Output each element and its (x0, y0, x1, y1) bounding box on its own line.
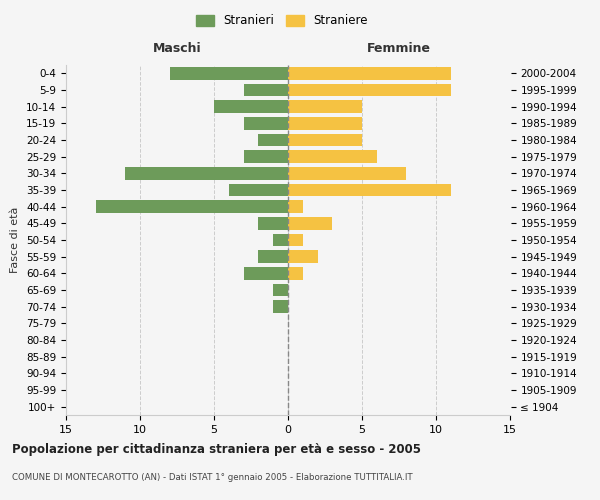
Bar (288, 167, 406, 179)
Bar (244, 267, 288, 280)
Bar (288, 200, 303, 213)
Bar (273, 300, 288, 313)
Bar (288, 84, 451, 96)
Y-axis label: Fasce di età: Fasce di età (10, 207, 20, 273)
Bar (214, 100, 288, 113)
Bar (288, 134, 362, 146)
Bar (170, 67, 288, 80)
Bar (288, 67, 451, 80)
Bar (288, 267, 303, 280)
Bar (273, 284, 288, 296)
Bar (288, 150, 377, 163)
Bar (125, 167, 288, 179)
Bar (288, 217, 332, 230)
Bar (288, 100, 362, 113)
Text: Femmine: Femmine (367, 42, 431, 55)
Bar (273, 234, 288, 246)
Bar (95, 200, 288, 213)
Bar (244, 117, 288, 130)
Text: COMUNE DI MONTECAROTTO (AN) - Dati ISTAT 1° gennaio 2005 - Elaborazione TUTTITAL: COMUNE DI MONTECAROTTO (AN) - Dati ISTAT… (12, 472, 413, 482)
Text: Maschi: Maschi (152, 42, 202, 55)
Bar (259, 134, 288, 146)
Bar (259, 250, 288, 263)
Bar (288, 250, 317, 263)
Legend: Stranieri, Straniere: Stranieri, Straniere (193, 11, 371, 31)
Bar (229, 184, 288, 196)
Bar (244, 150, 288, 163)
Bar (244, 84, 288, 96)
Text: Popolazione per cittadinanza straniera per età e sesso - 2005: Popolazione per cittadinanza straniera p… (12, 442, 421, 456)
Bar (288, 184, 451, 196)
Bar (288, 234, 303, 246)
Bar (288, 117, 362, 130)
Bar (259, 217, 288, 230)
